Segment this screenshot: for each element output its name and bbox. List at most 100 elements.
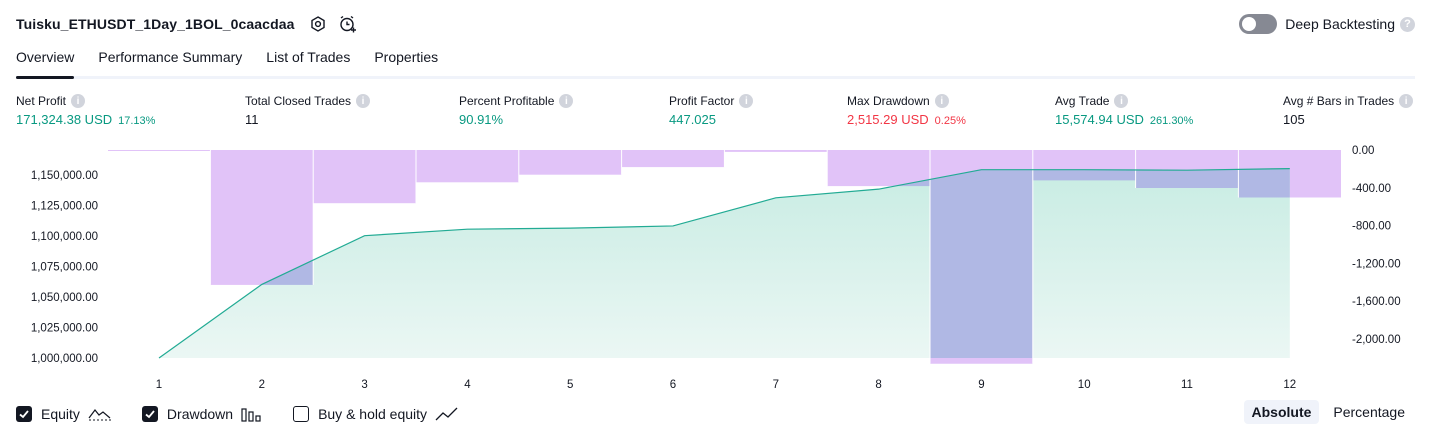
metric-subvalue: 0.25% — [934, 115, 966, 127]
drawdown-overlap-bar — [1032, 168, 1136, 181]
x-axis-tick-label: 9 — [978, 379, 984, 391]
equity-drawdown-chart[interactable]: 1,000,000.00 1,025,000.00 1,050,000.00 1,07… — [0, 140, 1431, 398]
metric-avg-bars-in-trades: Avg # Bars in Trades i 105 — [1283, 92, 1414, 130]
left-axis-tick-label: 1,075,000.00 — [31, 262, 98, 274]
info-icon[interactable]: i — [1114, 94, 1129, 108]
alarm-clock-plus-icon[interactable] — [337, 13, 359, 35]
metric-value: 447.025 — [669, 112, 716, 127]
metric-label: Avg Trade — [1055, 94, 1110, 108]
metric-total-closed-trades: Total Closed Trades i 11 — [245, 92, 371, 130]
buy-hold-checkbox[interactable] — [293, 406, 310, 422]
metric-value: 105 — [1283, 112, 1305, 127]
deep-backtesting-toggle[interactable] — [1239, 14, 1278, 34]
deep-backtesting-label: Deep Backtesting — [1285, 16, 1395, 32]
right-axis-tick-label: -400.00 — [1352, 183, 1391, 195]
drawdown-bar — [827, 150, 930, 187]
deep-backtesting: Deep Backtesting ? — [1239, 12, 1415, 36]
drawdown-bar — [621, 150, 725, 168]
right-axis: 0.00 -400.00 -800.00 -1,200.00 -1,600.00 -2,0… — [1352, 145, 1401, 346]
left-axis-tick-label: 1,125,000.00 — [31, 201, 98, 213]
x-axis-tick-label: 8 — [875, 379, 881, 391]
check-icon — [19, 410, 29, 419]
x-axis-tick-label: 10 — [1078, 379, 1091, 391]
x-axis-tick-label: 11 — [1181, 379, 1193, 391]
left-axis-tick-label: 1,025,000.00 — [31, 323, 98, 335]
legend-label: Buy & hold equity — [318, 406, 428, 422]
legend-equity[interactable]: Equity — [16, 406, 112, 422]
metric-value: 2,515.29 USD — [847, 112, 929, 127]
gear-icon[interactable] — [307, 13, 329, 35]
trend-line-icon — [435, 406, 459, 422]
drawdown-overlap-bar — [1238, 168, 1290, 198]
legend-drawdown[interactable]: Drawdown — [141, 406, 263, 422]
tab-overview[interactable]: Overview — [16, 46, 75, 79]
left-axis-tick-label: 1,000,000.00 — [31, 353, 98, 365]
metric-subvalue: 261.30% — [1149, 115, 1194, 127]
drawdown-overlap-bar — [1135, 168, 1239, 188]
x-axis-tick-label: 5 — [567, 379, 573, 391]
left-axis-tick-label: 1,150,000.00 — [31, 170, 98, 182]
x-axis-tick-label: 3 — [361, 379, 367, 391]
equity-checkbox[interactable] — [16, 406, 32, 422]
right-axis-tick-label: -800.00 — [1352, 221, 1391, 233]
drawdown-bar — [724, 150, 828, 152]
metric-profit-factor: Profit Factor i 447.025 — [669, 92, 754, 130]
info-icon[interactable]: i — [1399, 94, 1414, 108]
right-axis-tick-label: 0.00 — [1352, 145, 1374, 157]
x-axis-tick-label: 4 — [464, 379, 471, 391]
strategy-header: Tuisku_ETHUSDT_1Day_1BOL_0caacdaa — [16, 12, 359, 36]
drawdown-bar — [210, 150, 314, 285]
equity-line — [158, 167, 1290, 359]
metric-avg-trade: Avg Trade i 15,574.94 USD 261.30% — [1055, 92, 1193, 130]
right-axis-tick-label: -1,200.00 — [1352, 258, 1401, 270]
metric-subvalue: 17.13% — [118, 115, 156, 127]
info-icon[interactable]: i — [559, 94, 574, 108]
legend-label: Equity — [41, 406, 80, 422]
left-axis-tick-label: 1,050,000.00 — [31, 292, 98, 304]
legend-buy-hold[interactable]: Buy & hold equity — [293, 406, 459, 422]
drawdown-bar — [108, 150, 211, 151]
info-icon[interactable]: i — [356, 94, 371, 108]
x-axis: 1 2 3 4 5 6 7 8 9 10 11 12 — [156, 379, 1296, 391]
metric-value: 90.91% — [459, 112, 504, 127]
drawdown-checkbox[interactable] — [141, 406, 158, 422]
tab-properties[interactable]: Properties — [374, 49, 439, 65]
x-axis-tick-label: 2 — [259, 379, 265, 391]
drawdown-overlap-bar — [930, 168, 1033, 358]
right-axis-tick-label: -2,000.00 — [1352, 334, 1401, 346]
left-axis: 1,000,000.00 1,025,000.00 1,050,000.00 1,07… — [31, 170, 98, 365]
drawdown-bar — [313, 150, 416, 204]
x-axis-tick-label: 6 — [670, 379, 676, 391]
info-icon[interactable]: i — [934, 94, 949, 108]
metric-label: Profit Factor — [669, 94, 735, 108]
metric-label: Max Drawdown — [847, 94, 930, 108]
percentage-mode-button[interactable]: Percentage — [1333, 404, 1405, 420]
x-axis-tick-label: 7 — [773, 379, 779, 391]
tab-list-of-trades[interactable]: List of Trades — [266, 49, 351, 65]
absolute-mode-button[interactable]: Absolute — [1243, 400, 1320, 424]
bars-icon — [241, 406, 263, 422]
drawdown-bar — [518, 150, 622, 175]
tab-performance-summary[interactable]: Performance Summary — [98, 49, 243, 65]
metric-label: Percent Profitable — [459, 94, 555, 108]
chart-legend: Equity Drawdown Buy & hold equity — [16, 404, 489, 424]
strategy-title: Tuisku_ETHUSDT_1Day_1BOL_0caacdaa — [16, 16, 295, 32]
scale-mode-switch: Absolute Percentage — [1238, 400, 1414, 424]
info-icon[interactable]: i — [71, 94, 86, 108]
info-icon[interactable]: i — [739, 94, 754, 108]
metric-value: 15,574.94 USD — [1055, 112, 1144, 127]
help-icon[interactable]: ? — [1400, 16, 1415, 32]
metric-value: 171,324.38 USD — [16, 112, 113, 127]
legend-label: Drawdown — [166, 406, 234, 422]
metric-max-drawdown: Max Drawdown i 2,515.29 USD 0.25% — [847, 92, 966, 130]
equity-line-icon — [88, 406, 112, 422]
check-icon — [145, 410, 155, 419]
metric-label: Total Closed Trades — [245, 94, 352, 108]
tab-bar: Overview Performance Summary List of Tra… — [16, 46, 1415, 79]
x-axis-tick-label: 12 — [1283, 379, 1296, 391]
drawdown-bar — [416, 150, 519, 183]
right-axis-tick-label: -1,600.00 — [1352, 296, 1401, 308]
x-axis-tick-label: 1 — [156, 379, 162, 391]
metric-label: Net Profit — [16, 94, 67, 108]
metric-net-profit: Net Profit i 171,324.38 USD 17.13% — [16, 92, 155, 130]
